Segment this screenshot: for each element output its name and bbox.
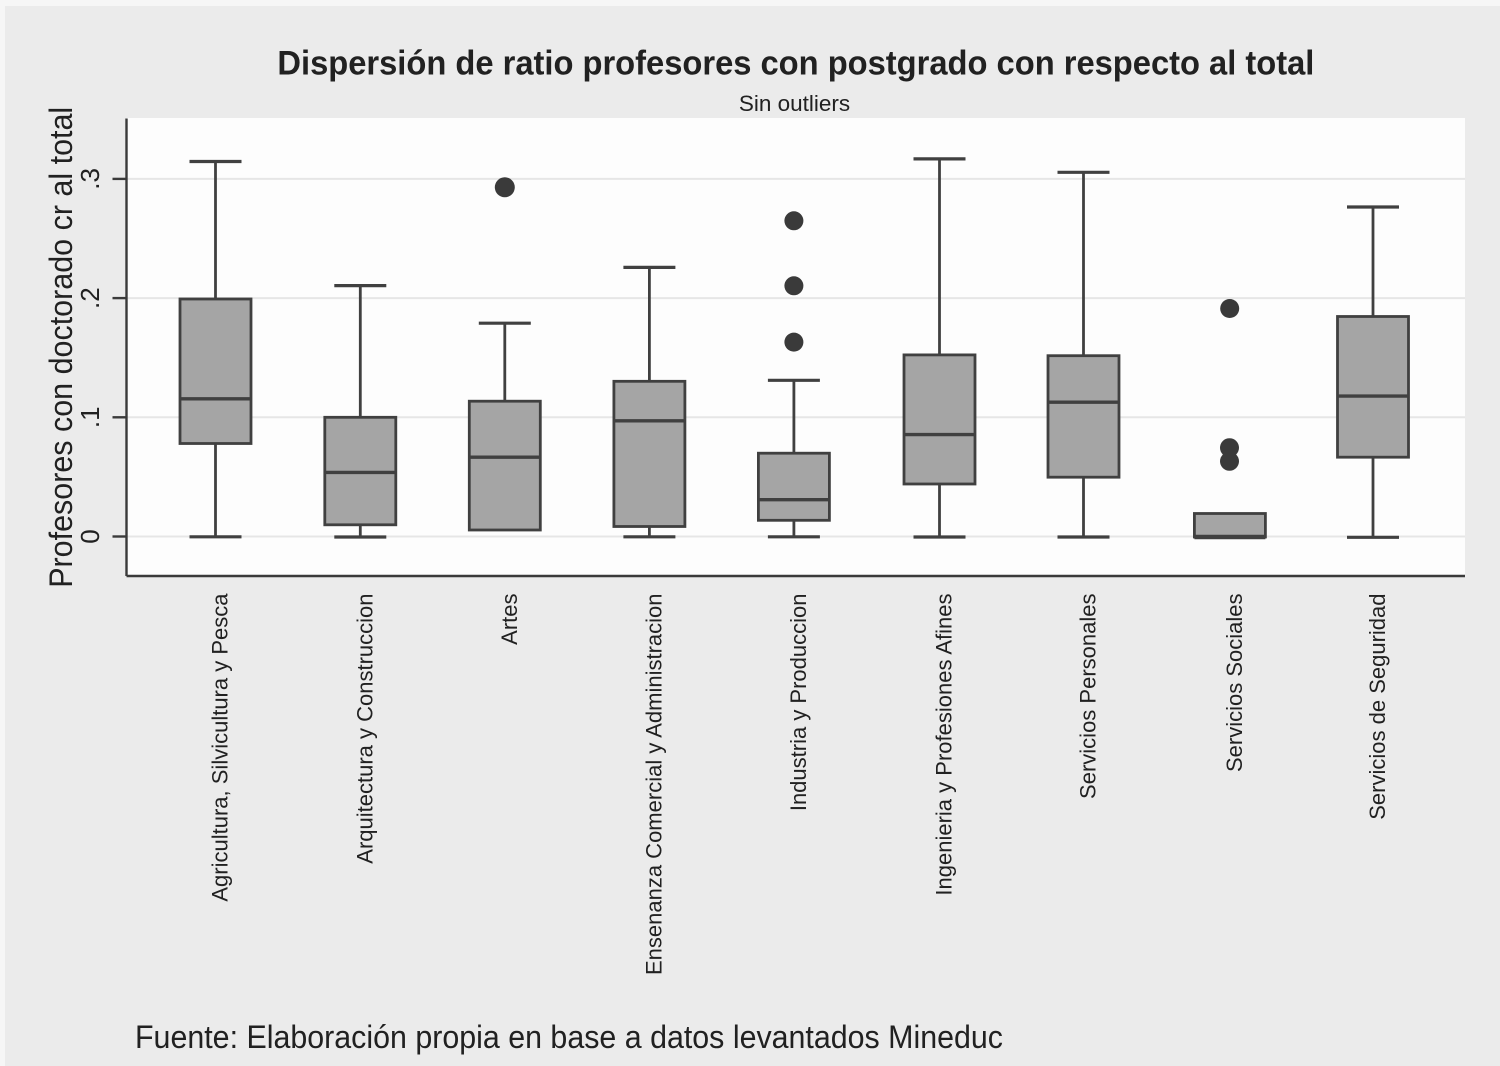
svg-text:0: 0 — [75, 529, 105, 543]
svg-text:Servicios de Seguridad: Servicios de Seguridad — [1365, 594, 1390, 820]
svg-text:Sin outliers: Sin outliers — [739, 91, 850, 116]
svg-text:Dispersión de ratio profesores: Dispersión de ratio profesores con postg… — [277, 45, 1314, 83]
svg-text:Servicios Personales: Servicios Personales — [1076, 594, 1101, 799]
svg-text:.1: .1 — [75, 406, 105, 428]
svg-text:Agricultura, Silvicultura y Pe: Agricultura, Silvicultura y Pesca — [208, 593, 233, 902]
svg-text:Arquitectura y Construccion: Arquitectura y Construccion — [352, 594, 377, 864]
svg-text:Ingenieria y Profesiones Afine: Ingenieria y Profesiones Afines — [932, 594, 957, 896]
svg-text:Ensenanza Comercial y Administ: Ensenanza Comercial y Administracion — [641, 594, 666, 976]
svg-text:Profesores con doctorado cr al: Profesores con doctorado cr al total — [43, 107, 79, 588]
svg-text:.3: .3 — [75, 168, 105, 190]
svg-text:.2: .2 — [75, 287, 105, 309]
svg-text:Servicios Sociales: Servicios Sociales — [1222, 594, 1247, 773]
svg-text:Industria y Produccion: Industria y Produccion — [786, 594, 811, 812]
svg-text:Artes: Artes — [497, 594, 522, 645]
svg-text:Fuente: Elaboración propia en: Fuente: Elaboración propia en base a dat… — [135, 1019, 1003, 1055]
